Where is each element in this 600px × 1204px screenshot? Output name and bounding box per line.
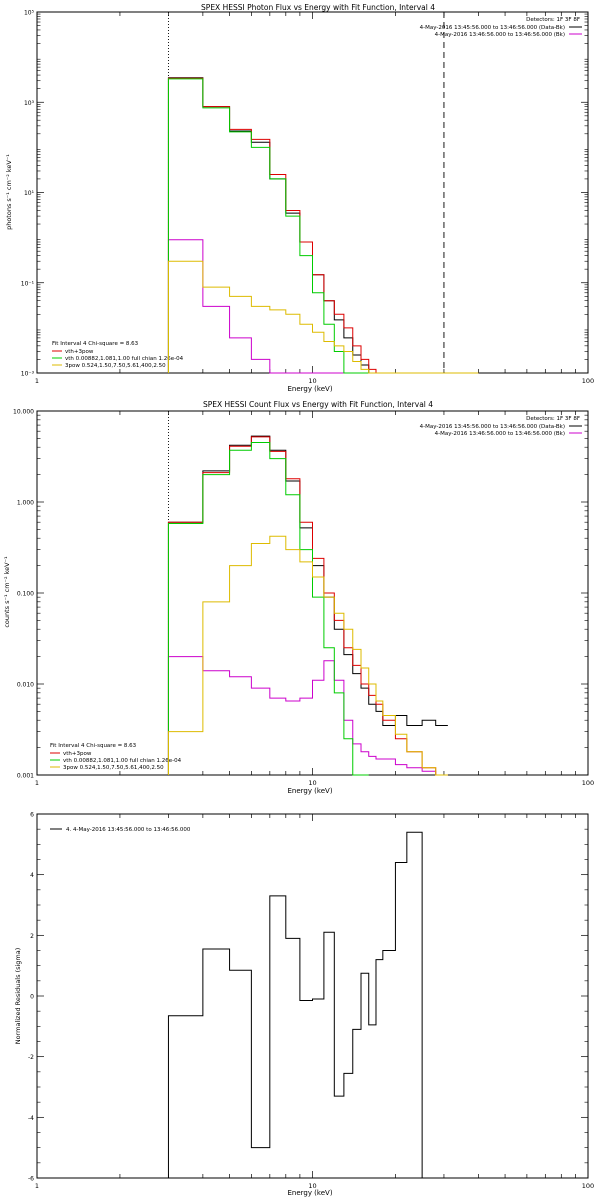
legend-entry: 4-May-2016 13:46:56.000 to 13:46:56.000 … <box>435 431 565 437</box>
y-tick-label: -4 <box>28 1115 34 1122</box>
plot-frame <box>36 11 589 374</box>
legend-entry: 3pow 0.524,1.50,7.50,5.61,400,2.50 <box>63 765 164 771</box>
x-tick-label: 10 <box>308 377 316 385</box>
series-data-bk <box>167 77 448 374</box>
chart-title: SPEX HESSI Count Flux vs Energy with Fit… <box>203 400 433 409</box>
x-axis-label: Energy (keV) <box>287 385 332 393</box>
photon-flux-plot-area: 1 10 100 10⁻³ 10⁻¹ 10¹ 10³ 10⁵ <box>21 10 594 386</box>
y-tick-label: 10⁻¹ <box>21 280 35 287</box>
legend-entry: 4-May-2016 13:45:56.000 to 13:46:56.000 … <box>420 424 565 430</box>
residuals-panel: Energy (keV) Normalized Residuals (sigma… <box>14 812 594 1198</box>
y-tick-label: 10¹ <box>24 190 35 197</box>
series-vth <box>167 442 369 776</box>
y-axis-label: counts s⁻¹ cm⁻² keV⁻¹ <box>3 556 11 628</box>
series-3pow <box>167 260 479 374</box>
legend-entry: vth+3pow <box>63 751 92 757</box>
x-tick-label: 10 <box>308 1182 316 1190</box>
plot-frame <box>36 813 589 1179</box>
series-vth-3pow <box>167 436 448 776</box>
y-tick-label: 1.000 <box>17 500 34 507</box>
series-data-bk <box>167 435 448 775</box>
x-tick-label: 1 <box>35 1182 39 1190</box>
y-tick-label: 6 <box>30 812 34 819</box>
legend-header: Detectors: 1F 3F 8F <box>526 416 580 422</box>
legend-entry: vth+3pow <box>65 349 94 355</box>
y-tick-label: 10³ <box>24 100 35 107</box>
y-tick-label: 0 <box>30 994 34 1001</box>
series-bk <box>167 656 448 776</box>
x-tick-label: 1 <box>35 779 39 787</box>
series-3pow <box>167 535 448 776</box>
x-axis-label: Energy (keV) <box>287 787 332 795</box>
y-axis-label: Normalized Residuals (sigma) <box>14 948 22 1045</box>
legend-entry: 4-May-2016 13:45:56.000 to 13:46:56.000 … <box>420 25 565 31</box>
y-tick-label: 10⁻³ <box>21 371 35 378</box>
residuals-plot-area: 1 10 100 -6 -4 -2 0 2 4 6 <box>28 812 594 1191</box>
chart-title: SPEX HESSI Photon Flux vs Energy with Fi… <box>201 3 435 12</box>
x-tick-label: 10 <box>308 779 316 787</box>
series-residuals <box>167 831 423 1178</box>
y-tick-label: -2 <box>28 1054 34 1061</box>
legend-entry: 4-May-2016 13:46:56.000 to 13:46:56.000 … <box>435 32 565 38</box>
series-bk <box>167 239 448 374</box>
y-tick-label: 0.001 <box>17 773 34 780</box>
legend-header: Detectors: 1F 3F 8F <box>526 17 580 23</box>
legend-entry: 3pow 0.524,1.50,7.50,5.61,400,2.50 <box>65 363 166 369</box>
y-tick-label: 4 <box>30 872 34 879</box>
y-axis-label: photons s⁻¹ cm⁻² keV⁻¹ <box>5 154 13 230</box>
fit-legend-header: Fit Interval 4 Chi-square = 8.63 <box>52 341 139 347</box>
series-vth <box>167 78 383 374</box>
legend-entry: 4. 4-May-2016 13:45:56.000 to 13:46:56.0… <box>66 827 191 833</box>
fit-legend-header: Fit Interval 4 Chi-square = 8.63 <box>50 743 137 749</box>
x-tick-label: 1 <box>35 377 39 385</box>
count-flux-plot-area: 1 10 100 0.001 0.010 0.100 1.000 10.000 <box>13 409 594 788</box>
legend-entry: vth 0.00882,1.081,1.00 full chian 1.26e-… <box>65 356 184 362</box>
y-tick-label: 0.010 <box>17 682 34 689</box>
y-tick-label: 2 <box>30 933 34 940</box>
y-tick-label: 0.100 <box>17 591 34 598</box>
legend-entry: vth 0.00882,1.081,1.00 full chian 1.26e-… <box>63 758 182 764</box>
y-tick-label: -6 <box>28 1176 34 1183</box>
series-vth-3pow <box>167 77 479 374</box>
x-tick-label: 100 <box>582 1182 594 1190</box>
x-axis-label: Energy (keV) <box>287 1189 332 1197</box>
y-tick-label: 10.000 <box>13 409 34 416</box>
count-flux-panel: SPEX HESSI Count Flux vs Energy with Fit… <box>3 400 594 795</box>
photon-flux-panel: SPEX HESSI Photon Flux vs Energy with Fi… <box>5 3 594 393</box>
x-tick-label: 100 <box>582 377 594 385</box>
y-tick-label: 10⁵ <box>24 10 35 17</box>
x-tick-label: 100 <box>582 779 594 787</box>
